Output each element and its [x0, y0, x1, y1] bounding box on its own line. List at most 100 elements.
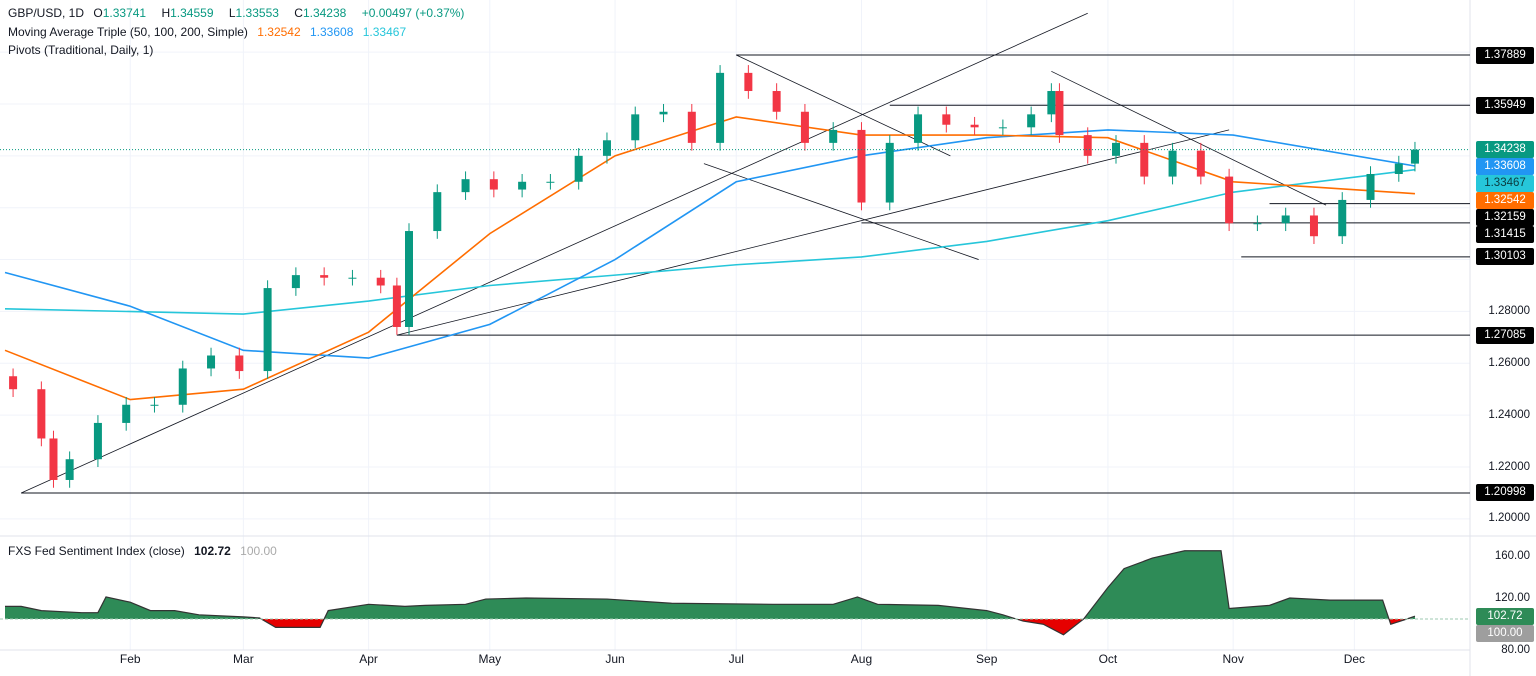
- candle-body: [829, 129, 838, 143]
- pivot-level-tag: 1.32159: [1476, 208, 1534, 226]
- date-axis-label: Dec: [1343, 652, 1366, 666]
- sentiment-baseline: 100.00: [240, 544, 277, 558]
- o-label: O: [93, 6, 103, 20]
- date-axis-label: May: [478, 652, 502, 666]
- symbol-label: GBP/USD, 1D: [8, 6, 85, 20]
- candle-body: [49, 438, 58, 480]
- price-tick-label: 1.20000: [1488, 512, 1530, 525]
- date-axis-label: Aug: [850, 652, 873, 666]
- change-value: +0.00497 (+0.37%): [361, 6, 465, 20]
- pivot-level-tag: 1.30103: [1476, 248, 1534, 266]
- sentiment-baseline-tag: 100.00: [1476, 624, 1534, 642]
- candle-body: [320, 275, 329, 278]
- pivots-legend[interactable]: Pivots (Traditional, Daily, 1): [8, 43, 159, 57]
- candle-body: [631, 114, 640, 141]
- pivot-level-tag: 1.35949: [1476, 96, 1534, 114]
- ma100-line: [4, 129, 1416, 359]
- candle-body: [602, 140, 611, 156]
- candle-body: [1047, 91, 1056, 115]
- date-axis-label: Mar: [233, 652, 254, 666]
- ma200-value: 1.33467: [362, 25, 407, 39]
- price-tick-label: 1.22000: [1488, 460, 1530, 473]
- candle-body: [1168, 150, 1177, 177]
- high-value: 1.34559: [170, 6, 214, 20]
- sentiment-legend[interactable]: FXS Fed Sentiment Index (close) 102.72 1…: [8, 544, 283, 558]
- sentiment-area-negative: [5, 619, 1415, 635]
- ohlc-high: H1.34559: [161, 6, 219, 20]
- candle-body: [1225, 176, 1234, 224]
- ohlc-open: O1.33741: [93, 6, 152, 20]
- candle-body: [998, 127, 1007, 129]
- candle-body: [885, 142, 894, 203]
- candle-body: [1281, 215, 1290, 224]
- h-label: H: [161, 6, 171, 20]
- ma50-line: [4, 116, 1416, 401]
- c-label: C: [294, 6, 303, 20]
- candle-body: [392, 285, 401, 327]
- low-value: 1.33553: [235, 6, 279, 20]
- candle-body: [518, 181, 527, 190]
- candle-body: [914, 114, 923, 143]
- price-tick-label: 1.28000: [1488, 304, 1530, 317]
- ma50-value: 1.32542: [257, 25, 301, 39]
- candle-body: [772, 91, 781, 112]
- candle-body: [659, 111, 668, 115]
- pivots-title: Pivots (Traditional, Daily, 1): [8, 43, 154, 57]
- symbol-legend: GBP/USD, 1D O1.33741 H1.34559 L1.33553 C…: [8, 6, 470, 20]
- candle-body: [1410, 149, 1419, 164]
- candle-body: [546, 181, 555, 183]
- candle-body: [376, 277, 385, 286]
- l-label: L: [228, 6, 236, 20]
- trendline: [396, 129, 1230, 336]
- sentiment-area-positive: [5, 550, 1415, 619]
- candle-body: [1366, 173, 1375, 200]
- candle-body: [263, 288, 272, 372]
- ma-legend[interactable]: Moving Average Triple (50, 100, 200, Sim…: [8, 25, 412, 39]
- trendline: [20, 12, 1088, 494]
- last-price-tag: 1.34238: [1476, 140, 1534, 158]
- pivot-level-tag: 1.27085: [1476, 326, 1534, 344]
- date-axis-label: Nov: [1222, 652, 1244, 666]
- candle-body: [1196, 150, 1205, 177]
- candle-body: [574, 155, 583, 182]
- candle-body: [716, 72, 725, 143]
- candle-body: [744, 72, 753, 92]
- open-value: 1.33741: [102, 6, 147, 20]
- sentiment-tick-label: 160.00: [1494, 549, 1530, 562]
- candle-body: [93, 422, 102, 460]
- price-tick-label: 1.26000: [1488, 356, 1530, 369]
- trendline: [703, 163, 979, 260]
- ma200-line: [4, 168, 1416, 315]
- pivot-level-tag: 1.31415: [1476, 225, 1534, 243]
- date-axis-label: Sep: [976, 652, 998, 666]
- candle-body: [1140, 142, 1149, 177]
- pivot-level-tag: 1.37889: [1476, 46, 1534, 64]
- candle-body: [1338, 199, 1347, 237]
- candle-body: [150, 404, 159, 406]
- candle-body: [857, 129, 866, 203]
- date-axis-label: Feb: [119, 652, 141, 666]
- date-axis-label: Apr: [359, 652, 378, 666]
- sentiment-value: 102.72: [194, 544, 231, 558]
- date-axis-label: Oct: [1098, 652, 1118, 666]
- candle-body: [65, 459, 74, 480]
- candle-body: [1253, 223, 1262, 225]
- pivot-level-tag: 1.20998: [1476, 484, 1534, 502]
- candle-body: [122, 404, 131, 423]
- candle-body: [405, 231, 413, 327]
- candle-body: [348, 277, 357, 279]
- candle-body: [800, 111, 809, 143]
- ma-title: Moving Average Triple (50, 100, 200, Sim…: [8, 25, 248, 39]
- ma200-tag: 1.33467: [1476, 174, 1534, 192]
- candle-body: [1027, 114, 1036, 128]
- candle-body: [9, 376, 18, 390]
- candle-body: [207, 355, 216, 369]
- candle-body: [489, 179, 498, 190]
- sentiment-value-tag: 102.72: [1476, 607, 1534, 625]
- date-axis-label: Jul: [728, 652, 744, 666]
- sentiment-title: FXS Fed Sentiment Index (close): [8, 544, 185, 558]
- candle-body: [291, 275, 300, 289]
- price-tick-label: 1.24000: [1488, 408, 1530, 421]
